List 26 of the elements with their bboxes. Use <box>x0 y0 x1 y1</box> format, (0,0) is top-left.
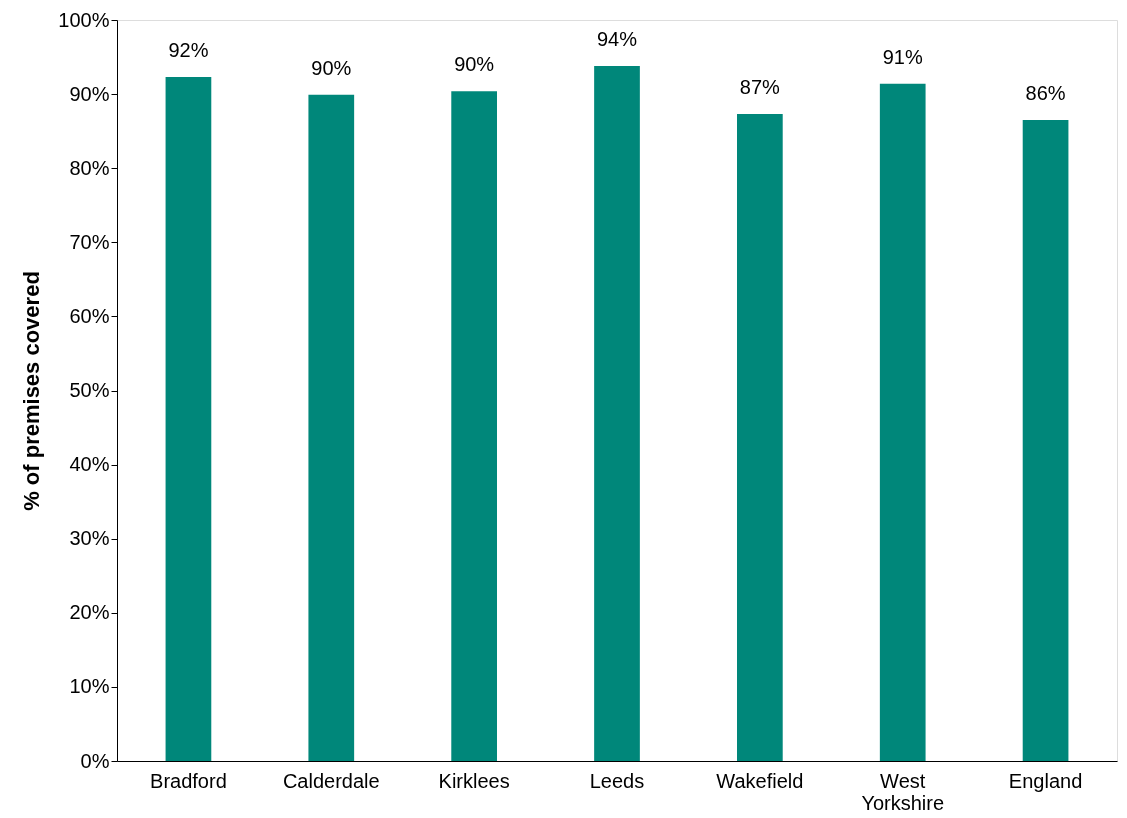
y-tick-label: 40% <box>69 453 110 476</box>
data-label: 91% <box>882 45 923 68</box>
data-label: 94% <box>596 27 638 50</box>
x-tick-label: Bradford <box>150 769 227 792</box>
y-tick-label: 100% <box>58 8 110 31</box>
y-tick-label: 90% <box>69 82 110 105</box>
data-label: 86% <box>1025 82 1066 105</box>
x-tick-label: Wakefield <box>716 769 804 792</box>
data-label: 92% <box>168 39 209 62</box>
y-tick-label: 70% <box>69 230 110 253</box>
y-tick-label: 10% <box>69 675 110 698</box>
y-tick-label: 30% <box>69 527 110 550</box>
x-tick-label: West Yorkshire <box>861 769 945 814</box>
y-tick-label: 0% <box>80 749 110 772</box>
x-tick-label: England <box>1008 769 1083 792</box>
y-tick-label: 50% <box>69 379 110 401</box>
x-tick-label: Leeds <box>589 769 645 792</box>
data-label: 90% <box>454 53 495 76</box>
x-tick-label: Calderdale <box>282 769 380 792</box>
data-label: 87% <box>739 76 781 99</box>
y-tick-label: 60% <box>69 304 110 327</box>
data-label: 90% <box>311 56 352 79</box>
y-tick-label: 20% <box>69 601 110 624</box>
x-tick-label: Kirklees <box>438 769 510 792</box>
y-axis-title: % of premises covered <box>19 271 45 511</box>
y-tick-label: 80% <box>69 156 110 179</box>
